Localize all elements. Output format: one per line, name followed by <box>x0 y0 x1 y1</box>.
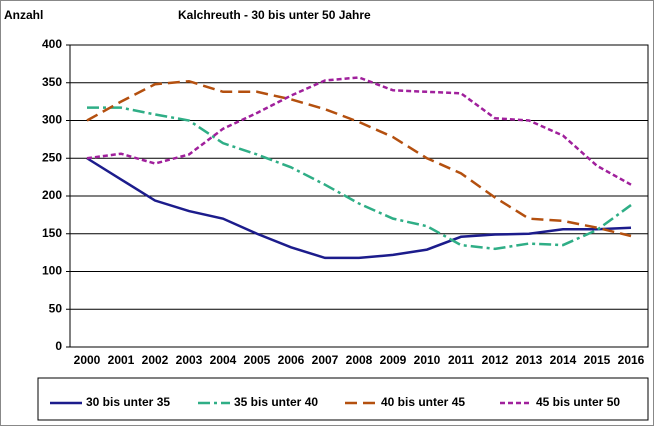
y-tick-label: 0 <box>55 339 62 353</box>
chart-title: Kalchreuth - 30 bis unter 50 Jahre <box>178 8 371 22</box>
y-tick-label: 400 <box>42 37 62 51</box>
x-tick-label: 2011 <box>448 353 474 367</box>
legend-label: 40 bis unter 45 <box>381 395 465 409</box>
x-tick-label: 2016 <box>618 353 645 367</box>
y-tick-label: 100 <box>42 264 62 278</box>
y-tick-label: 200 <box>42 188 62 202</box>
legend-label: 45 bis unter 50 <box>536 395 620 409</box>
x-tick-label: 2012 <box>482 353 509 367</box>
x-tick-label: 2009 <box>380 353 407 367</box>
x-tick-label: 2015 <box>584 353 611 367</box>
x-tick-label: 2004 <box>210 353 237 367</box>
y-axis-label: Anzahl <box>4 8 43 22</box>
x-tick-label: 2010 <box>414 353 441 367</box>
x-tick-label: 2003 <box>176 353 203 367</box>
x-tick-label: 2000 <box>74 353 101 367</box>
y-tick-label: 50 <box>49 301 63 315</box>
x-tick-label: 2014 <box>550 353 577 367</box>
series-line <box>86 79 632 238</box>
legend-label: 30 bis unter 35 <box>86 395 170 409</box>
series-line <box>87 106 632 251</box>
y-tick-label: 250 <box>42 150 62 164</box>
x-tick-label: 2008 <box>346 353 373 367</box>
x-tick-label: 2007 <box>312 353 339 367</box>
x-tick-label: 2013 <box>516 353 543 367</box>
legend-label: 35 bis unter 40 <box>234 395 318 409</box>
series-line <box>86 157 632 260</box>
y-tick-label: 350 <box>42 75 62 89</box>
y-tick-label: 300 <box>42 113 62 127</box>
x-tick-label: 2006 <box>278 353 305 367</box>
x-tick-label: 2005 <box>244 353 271 367</box>
y-tick-label: 150 <box>42 226 62 240</box>
x-tick-label: 2001 <box>108 353 135 367</box>
legend-box <box>37 377 649 421</box>
x-tick-label: 2002 <box>142 353 169 367</box>
